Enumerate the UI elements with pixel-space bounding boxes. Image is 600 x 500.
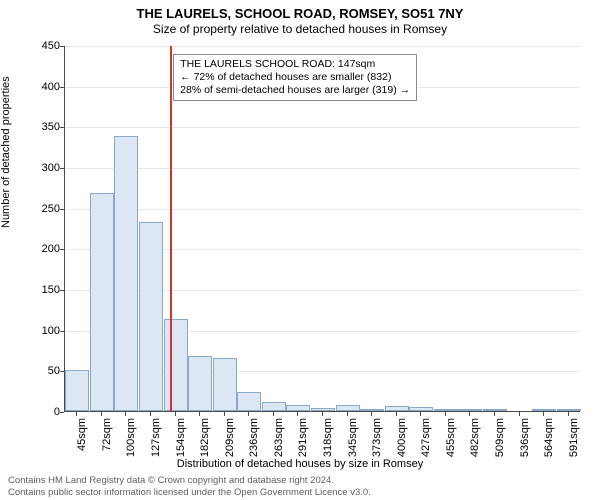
x-tick-mark [396, 412, 397, 416]
x-axis-label: Distribution of detached houses by size … [0, 458, 600, 470]
x-tick-mark [494, 412, 495, 416]
x-tick-mark [101, 412, 102, 416]
annotation-box: THE LAURELS SCHOOL ROAD: 147sqm ← 72% of… [173, 54, 417, 101]
x-tick-label: 263sqm [273, 418, 285, 458]
x-tick-label: 427sqm [420, 418, 432, 458]
x-tick-label: 400sqm [396, 418, 408, 458]
histogram-bar [458, 409, 482, 411]
x-tick-mark [469, 412, 470, 416]
x-tick-label: 72sqm [101, 418, 113, 458]
x-tick-label: 236sqm [248, 418, 260, 458]
x-tick-label: 209sqm [224, 418, 236, 458]
footer-line-2: Contains public sector information licen… [8, 487, 371, 498]
histogram-bar [336, 405, 360, 411]
title-block: THE LAURELS, SCHOOL ROAD, ROMSEY, SO51 7… [0, 0, 600, 38]
x-tick-label: 127sqm [150, 418, 162, 458]
histogram-bar [114, 136, 138, 411]
x-tick-mark [76, 412, 77, 416]
x-tick-mark [199, 412, 200, 416]
y-tick-label: 300 [26, 163, 60, 174]
x-tick-label: 482sqm [469, 418, 481, 458]
y-tick-label: 400 [26, 82, 60, 93]
x-tick-mark [248, 412, 249, 416]
x-tick-mark [420, 412, 421, 416]
histogram-bar [65, 370, 89, 411]
histogram-bar [557, 409, 581, 411]
y-tick-label: 450 [26, 41, 60, 52]
x-tick-mark [445, 412, 446, 416]
y-axis-label: Number of detached properties [0, 76, 12, 228]
histogram-bar [164, 319, 188, 411]
x-tick-label: 345sqm [347, 418, 359, 458]
x-tick-mark [273, 412, 274, 416]
reference-marker-line [170, 46, 172, 411]
x-tick-label: 564sqm [543, 418, 555, 458]
annotation-line-1: THE LAURELS SCHOOL ROAD: 147sqm [180, 58, 410, 71]
gridline [65, 209, 580, 210]
histogram-bar [385, 406, 409, 411]
gridline [65, 127, 580, 128]
annotation-line-3: 28% of semi-detached houses are larger (… [180, 84, 410, 97]
y-tick-label: 150 [26, 285, 60, 296]
y-tick-label: 200 [26, 244, 60, 255]
y-tick-label: 100 [26, 326, 60, 337]
histogram-bar [360, 409, 384, 411]
histogram-bar [139, 222, 163, 411]
gridline [65, 46, 580, 47]
y-tick-label: 0 [26, 407, 60, 418]
x-tick-mark [125, 412, 126, 416]
x-tick-label: 536sqm [519, 418, 531, 458]
histogram-bar [434, 409, 458, 411]
x-tick-mark [224, 412, 225, 416]
histogram-bar [409, 407, 433, 411]
gridline [65, 168, 580, 169]
x-tick-mark [175, 412, 176, 416]
x-tick-mark [150, 412, 151, 416]
histogram-bar [237, 392, 261, 411]
x-tick-mark [568, 412, 569, 416]
x-tick-label: 100sqm [125, 418, 137, 458]
x-tick-label: 509sqm [494, 418, 506, 458]
y-tick-label: 250 [26, 204, 60, 215]
footer-attribution: Contains HM Land Registry data © Crown c… [8, 475, 371, 498]
x-tick-mark [519, 412, 520, 416]
x-tick-mark [322, 412, 323, 416]
histogram-bar [188, 356, 212, 411]
histogram-bar [286, 405, 310, 411]
y-tick-label: 350 [26, 122, 60, 133]
x-tick-mark [297, 412, 298, 416]
chart-subtitle: Size of property relative to detached ho… [8, 22, 592, 36]
footer-line-1: Contains HM Land Registry data © Crown c… [8, 475, 371, 486]
x-tick-label: 291sqm [297, 418, 309, 458]
x-tick-label: 591sqm [568, 418, 580, 458]
x-tick-mark [543, 412, 544, 416]
x-tick-mark [371, 412, 372, 416]
histogram-bar [90, 193, 114, 411]
histogram-bar [532, 409, 556, 411]
x-tick-label: 45sqm [76, 418, 88, 458]
histogram-bar [213, 358, 237, 411]
y-tick-mark [60, 412, 64, 413]
histogram-bar [483, 409, 507, 411]
x-tick-label: 154sqm [175, 418, 187, 458]
y-tick-label: 50 [26, 366, 60, 377]
x-tick-label: 455sqm [445, 418, 457, 458]
histogram-bar [311, 408, 335, 411]
chart-title: THE LAURELS, SCHOOL ROAD, ROMSEY, SO51 7… [8, 6, 592, 21]
x-tick-mark [347, 412, 348, 416]
histogram-bar [262, 402, 286, 411]
annotation-line-2: ← 72% of detached houses are smaller (83… [180, 71, 410, 84]
x-tick-label: 318sqm [322, 418, 334, 458]
x-tick-label: 182sqm [199, 418, 211, 458]
x-tick-label: 373sqm [371, 418, 383, 458]
